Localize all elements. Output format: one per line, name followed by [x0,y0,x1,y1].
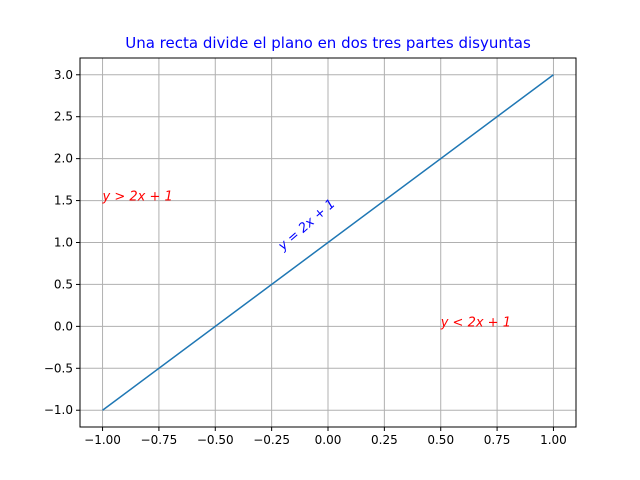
y-tick-label: −1.0 [44,403,73,417]
annotation-label: y < 2x + 1 [440,315,511,330]
x-tick-label: 0.50 [427,433,454,447]
series-line [102,74,554,411]
y-tick-label: 0.5 [54,277,73,291]
x-tick-label: 0.25 [371,433,398,447]
y-tick-label: 0.0 [54,319,73,333]
y-tick-label: −0.5 [44,361,73,375]
y-tick-label: 3.0 [54,68,73,82]
chart-title: Una recta divide el plano en dos tres pa… [125,34,531,52]
x-axis: −1.00 −0.75 −0.50 −0.25 0.00 0.25 0.50 0.75 1.00 [84,427,567,447]
annotation-label: y > 2x + 1 [102,190,173,205]
x-tick-label: 0.00 [315,433,342,447]
x-tick-label: 1.00 [540,433,567,447]
y-tick-label: 1.0 [54,236,73,250]
x-tick-label: −0.25 [253,433,290,447]
x-tick-label: −1.00 [84,433,121,447]
y-axis: −1.0 −0.5 0.0 0.5 1.0 1.5 2.0 2.5 3.0 [44,68,80,417]
x-tick-label: 0.75 [484,433,511,447]
x-tick-label: −0.75 [141,433,178,447]
y-tick-label: 2.0 [54,152,73,166]
y-tick-label: 2.5 [54,110,73,124]
series-layer [102,74,554,411]
y-tick-label: 1.5 [54,194,73,208]
x-tick-label: −0.50 [197,433,234,447]
